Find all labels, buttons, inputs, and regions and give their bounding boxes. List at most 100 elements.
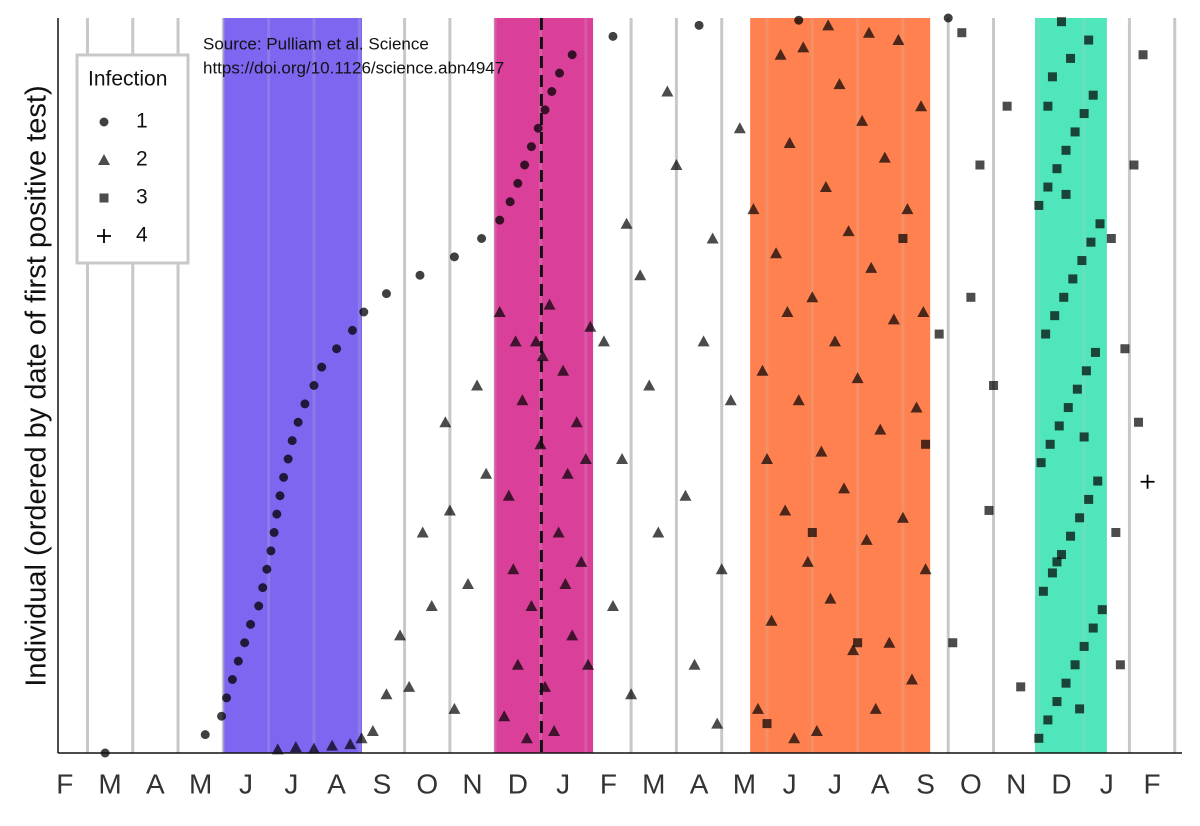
x-tick-label: J (239, 768, 253, 799)
point (275, 491, 285, 501)
point (1047, 72, 1057, 82)
point (984, 505, 994, 515)
point (1056, 17, 1066, 27)
point (443, 504, 456, 516)
x-tick-label: M (98, 768, 121, 799)
point (781, 306, 794, 317)
point (344, 738, 357, 750)
point (1090, 347, 1100, 357)
point (258, 583, 268, 593)
point (227, 675, 237, 684)
point (1036, 458, 1046, 468)
point (661, 85, 674, 97)
point (865, 261, 878, 273)
point (567, 50, 577, 60)
point (513, 178, 523, 188)
point (557, 364, 570, 376)
point (878, 151, 891, 163)
point (272, 509, 282, 519)
point (287, 436, 297, 446)
point (806, 291, 819, 303)
point (1016, 682, 1026, 692)
point (575, 555, 588, 567)
point (1129, 160, 1139, 170)
point (652, 526, 665, 538)
x-tick-label: J (556, 768, 570, 799)
point (584, 320, 597, 332)
point (606, 600, 619, 611)
point (1070, 127, 1080, 137)
point (355, 732, 368, 744)
point (266, 546, 276, 556)
legend-label: 2 (136, 148, 148, 171)
point (582, 658, 595, 670)
point (448, 702, 461, 714)
point (762, 719, 772, 729)
point (1061, 678, 1071, 688)
point (525, 600, 538, 611)
point (416, 526, 429, 538)
point (1077, 256, 1087, 266)
point (597, 335, 610, 347)
point (765, 614, 778, 626)
point (634, 269, 647, 281)
point (824, 592, 837, 604)
point (815, 445, 828, 457)
point (833, 78, 846, 90)
point (1070, 660, 1080, 670)
point (724, 394, 737, 406)
point (747, 203, 760, 215)
x-tick-label: J (783, 768, 797, 799)
point (788, 732, 801, 744)
point (794, 15, 804, 25)
x-tick-label: N (462, 768, 482, 799)
annotation: Source: Pulliam et al. Science (203, 34, 429, 53)
point (751, 702, 764, 714)
point (449, 252, 459, 262)
point (1066, 53, 1076, 63)
point (1088, 623, 1098, 633)
point (1081, 366, 1091, 376)
point (643, 379, 656, 391)
legend-box (75, 53, 190, 265)
point (559, 577, 572, 589)
point (552, 526, 565, 538)
point (262, 564, 272, 574)
point (332, 344, 342, 354)
band-overlays (223, 18, 1107, 753)
point (1075, 513, 1085, 523)
point (856, 114, 869, 126)
point (200, 730, 210, 740)
point (233, 656, 243, 666)
point (293, 417, 303, 427)
x-tick-label: F (600, 768, 617, 799)
point (502, 489, 515, 501)
x-tick-label: D (1051, 768, 1071, 799)
point (547, 87, 557, 96)
point (828, 335, 841, 347)
point (217, 711, 227, 721)
point (1054, 421, 1064, 431)
point (1140, 474, 1155, 489)
point (625, 688, 638, 700)
point (1047, 568, 1057, 578)
x-tick-label: N (1006, 768, 1026, 799)
point (570, 416, 583, 428)
point (1088, 90, 1098, 100)
point (529, 335, 542, 347)
point (1120, 344, 1130, 354)
point (540, 105, 550, 115)
x-tick-label: A (146, 768, 165, 799)
point (898, 234, 908, 243)
point (347, 325, 357, 335)
point (975, 160, 985, 170)
point (711, 717, 724, 729)
point (905, 673, 918, 685)
point (948, 638, 958, 648)
x-tick-label: D (508, 768, 528, 799)
point (1138, 50, 1148, 60)
point (1045, 439, 1055, 449)
point (1059, 292, 1069, 302)
point (874, 423, 887, 435)
x-tick-label: O (960, 768, 982, 799)
